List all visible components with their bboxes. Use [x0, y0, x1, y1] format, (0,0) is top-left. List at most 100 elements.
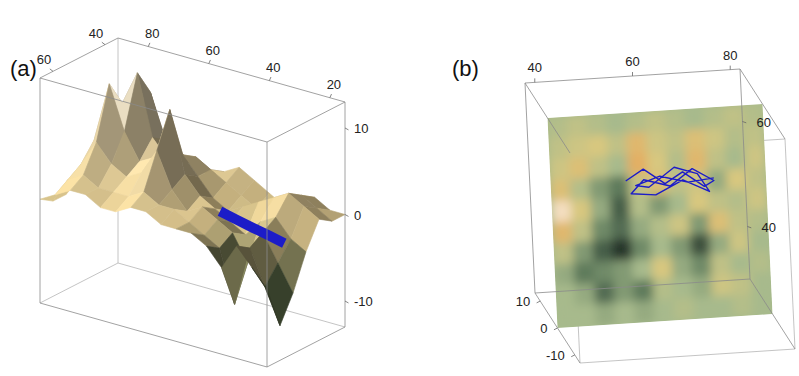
heat-cell	[705, 128, 726, 150]
tick-label: 0	[540, 321, 547, 336]
trajectory	[626, 167, 714, 195]
heat-cell	[671, 235, 692, 257]
heat-cell	[569, 158, 590, 180]
heat-cell	[673, 277, 694, 299]
heat-cell	[685, 129, 706, 151]
heat-cell	[711, 254, 732, 276]
heat-cell	[555, 264, 576, 286]
box-edge	[785, 139, 795, 349]
heat-cell	[613, 260, 634, 282]
heat-cell	[548, 117, 569, 139]
heat-cell	[652, 257, 673, 279]
heat-cell	[557, 306, 578, 328]
heat-cell	[726, 168, 747, 190]
tick-mark	[534, 78, 535, 82]
tick-label: -10	[546, 348, 565, 363]
heat-cell	[730, 252, 751, 274]
heat-cell	[649, 194, 670, 216]
surface-patch	[191, 233, 219, 248]
heat-cell	[615, 302, 636, 324]
heat-cell	[747, 188, 768, 210]
heat-cell	[587, 114, 608, 136]
heat-cell	[690, 234, 711, 256]
heat-cell	[731, 273, 752, 295]
heat-cell	[727, 189, 748, 211]
box-edge	[267, 142, 268, 367]
heat-cell	[704, 107, 725, 129]
tick-mark	[148, 43, 150, 47]
heat-cell	[689, 213, 710, 235]
tick-mark	[748, 227, 752, 228]
heat-cell	[746, 167, 767, 189]
heat-cell	[553, 222, 574, 244]
heat-cell	[567, 116, 588, 138]
box-edge	[118, 38, 345, 102]
heat-cell	[608, 155, 629, 177]
box-edge	[40, 38, 118, 78]
tick-mark	[743, 122, 747, 123]
heat-cell	[609, 176, 630, 198]
heat-cell	[572, 221, 593, 243]
figure: 806040206040100-10(a)4060806040100-10(b)	[0, 0, 799, 376]
tick-mark	[50, 69, 53, 71]
tick-mark	[571, 355, 575, 357]
heat-cell	[631, 217, 652, 239]
heat-cell	[745, 146, 766, 168]
box-edge	[40, 303, 267, 367]
heat-cell	[647, 152, 668, 174]
tick-mark	[330, 94, 332, 98]
plane-base	[548, 104, 773, 328]
tick-mark	[537, 301, 541, 303]
heat-cell	[666, 130, 687, 152]
heat-cell	[650, 215, 671, 237]
tick-label: 80	[723, 48, 737, 63]
heat-cell	[594, 261, 615, 283]
heat-cell	[713, 296, 734, 318]
heat-cell	[574, 263, 595, 285]
heat-cell	[693, 297, 714, 319]
tick-label: 10	[516, 294, 530, 309]
heat-cell	[670, 214, 691, 236]
tick-label: 0	[354, 208, 361, 223]
tick-label: 60	[37, 52, 51, 67]
heat-cell	[729, 231, 750, 253]
heat-cell	[595, 282, 616, 304]
heat-cell	[751, 272, 772, 294]
tick-mark	[209, 60, 211, 64]
box-edge	[40, 263, 118, 303]
heat-cell	[674, 298, 695, 320]
heat-cell	[568, 137, 589, 159]
heat-cell	[707, 170, 728, 192]
plot-area	[40, 73, 345, 326]
heat-cell	[612, 239, 633, 261]
box-edge	[40, 78, 41, 303]
box-edge	[267, 327, 345, 367]
tick-mark	[632, 72, 633, 76]
heat-cell	[684, 108, 705, 130]
heat-cell	[552, 201, 573, 223]
chart-1: 4060806040100-10(b)	[452, 48, 795, 363]
chart-0: 806040206040100-10(a)	[10, 26, 373, 367]
heat-cell	[708, 191, 729, 213]
heat-cell	[614, 281, 635, 303]
heat-cell	[725, 147, 746, 169]
box-edge	[267, 102, 345, 142]
box-edge	[525, 83, 570, 153]
heat-cell	[611, 218, 632, 240]
heat-cell	[588, 135, 609, 157]
heat-cell	[575, 284, 596, 306]
heat-cell	[549, 138, 570, 160]
plot-area	[548, 104, 773, 328]
heat-cell	[554, 243, 575, 265]
heat-cell	[576, 305, 597, 327]
tick-mark	[102, 42, 105, 44]
heat-cell	[669, 193, 690, 215]
heat-cell	[688, 192, 709, 214]
box-edge	[750, 279, 795, 349]
heat-cell	[593, 240, 614, 262]
heat-cell	[573, 242, 594, 264]
heat-cell	[634, 280, 655, 302]
box-edge	[525, 69, 740, 83]
heat-cell	[590, 177, 611, 199]
box-edge	[525, 83, 535, 293]
